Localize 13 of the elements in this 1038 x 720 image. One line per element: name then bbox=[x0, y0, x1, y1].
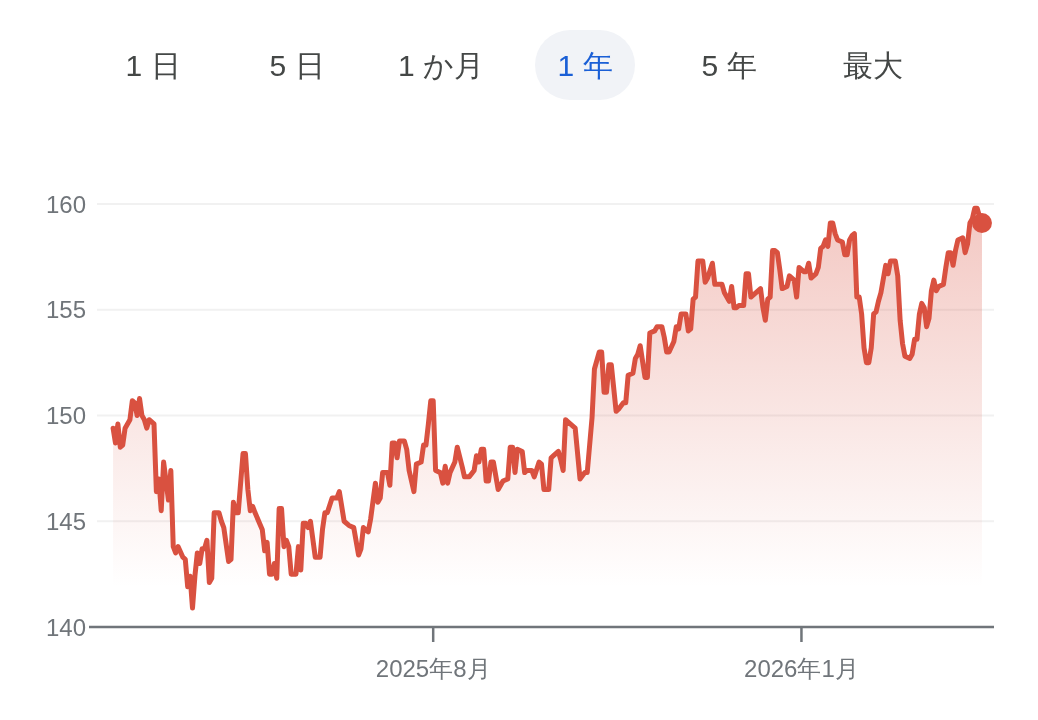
period-tab-selected: 1 年 bbox=[535, 30, 635, 100]
y-tick-label: 160 bbox=[45, 190, 86, 218]
period-label: 5 年 bbox=[701, 48, 757, 82]
y-tick-label: 155 bbox=[45, 296, 86, 324]
period-label: 1 か月 bbox=[398, 48, 484, 82]
period-label: 最大 bbox=[843, 48, 903, 82]
y-tick-label: 145 bbox=[45, 507, 86, 535]
x-tick-label: 2026年1月 bbox=[744, 655, 859, 682]
y-tick-label: 140 bbox=[45, 613, 86, 641]
period-label: 1 日 bbox=[125, 48, 181, 82]
y-tick-label: 150 bbox=[45, 402, 86, 429]
x-tick-label: 2025年8月 bbox=[375, 655, 491, 682]
period-label: 5 日 bbox=[269, 48, 325, 82]
